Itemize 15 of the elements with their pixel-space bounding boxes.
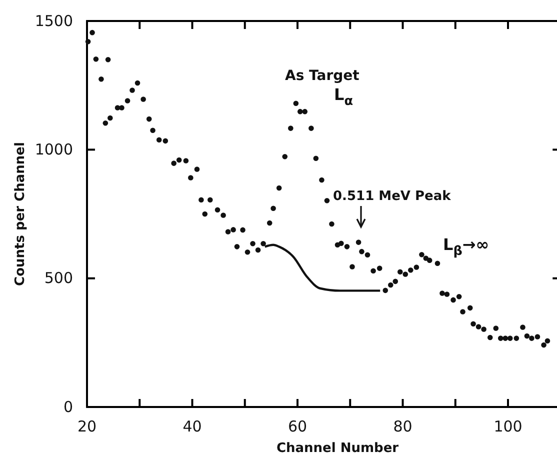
x-tick-label: 80 [393, 418, 412, 436]
y-tick-label: 1500 [34, 12, 73, 30]
annotation: L$_{α}$ [334, 85, 354, 109]
y-tick-label: 500 [44, 269, 73, 288]
x-tick-label: 40 [182, 418, 202, 436]
annotation: L$_{β}$→∞ [443, 235, 490, 259]
x-tick-label: 60 [288, 418, 308, 436]
x-tick-label: 100 [494, 418, 522, 436]
annotation: As Target [285, 68, 360, 84]
x-tick-label: 20 [77, 418, 97, 436]
y-tick-label: 0 [63, 398, 73, 416]
y-tick-label: 1000 [34, 140, 73, 158]
x-axis-title: Channel Number [276, 441, 400, 456]
annotation: 0.511 MeV Peak [333, 189, 452, 204]
y-axis-title: Counts per Channel [13, 142, 28, 286]
